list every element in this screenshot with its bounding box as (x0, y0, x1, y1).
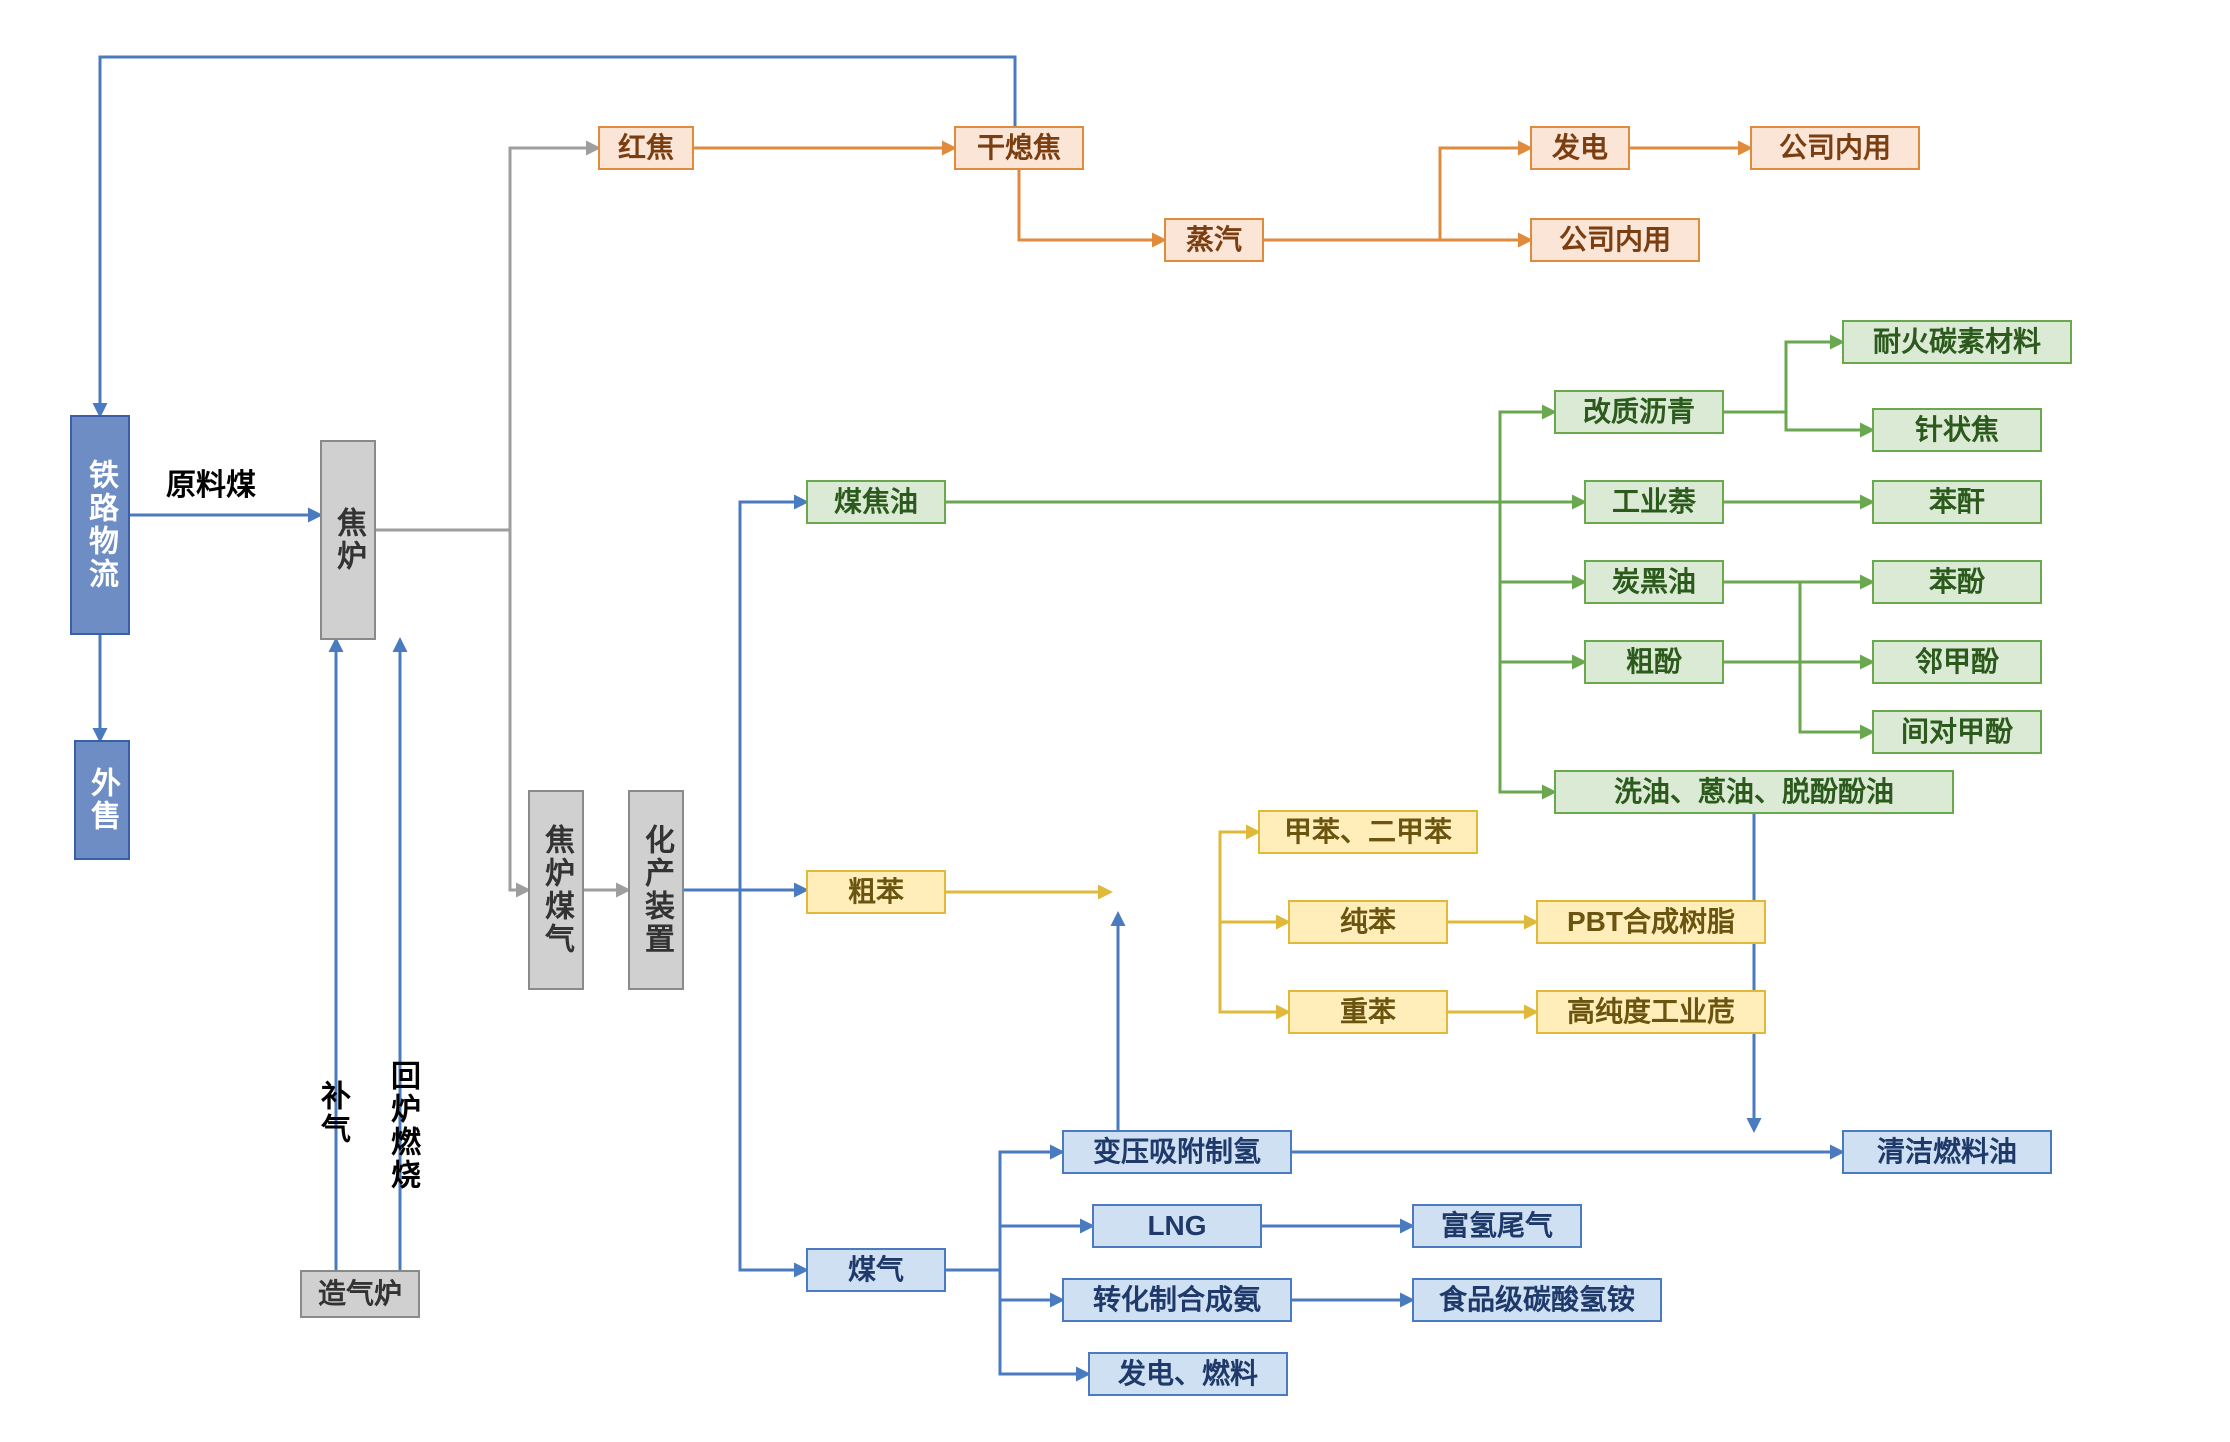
node-gzlq: 改质沥青 (1554, 390, 1724, 434)
node-byxf: 变压吸附制氢 (1062, 1130, 1292, 1174)
node-waishou: 外售 (74, 740, 130, 860)
node-gnn1: 公司内用 (1750, 126, 1920, 170)
node-bengan: 苯酐 (1872, 480, 2042, 524)
edge-13 (740, 890, 806, 1270)
node-benfen: 苯酚 (1872, 560, 2042, 604)
node-cuben: 粗苯 (806, 870, 946, 914)
node-zzj: 针状焦 (1872, 408, 2042, 452)
node-chunben: 纯苯 (1288, 900, 1448, 944)
edge-33 (1000, 1270, 1062, 1300)
node-ljf: 邻甲酚 (1872, 640, 2042, 684)
node-zhongben: 重苯 (1288, 990, 1448, 1034)
node-hczz: 化产装置 (628, 790, 684, 990)
node-gnn2: 公司内用 (1530, 218, 1700, 262)
node-fqwq: 富氢尾气 (1412, 1204, 1582, 1248)
node-rail: 铁路物流 (70, 415, 130, 635)
node-meiqi: 煤气 (806, 1248, 946, 1292)
node-cufen: 粗酚 (1584, 640, 1724, 684)
edge-26 (1220, 832, 1258, 892)
node-gcdgy: 高纯度工业苊 (1536, 990, 1766, 1034)
node-jiaolu: 焦炉 (320, 440, 376, 640)
edge-17 (1500, 582, 1584, 662)
node-gynai: 工业萘 (1584, 480, 1724, 524)
edge-18 (1500, 662, 1554, 792)
label-buqi: 补气 (310, 1080, 354, 1146)
node-nhts: 耐火碳素材料 (1842, 320, 2072, 364)
node-jbejb: 甲苯、二甲苯 (1258, 810, 1478, 854)
edge-2 (100, 57, 1015, 415)
edge-20 (1786, 412, 1872, 430)
edge-24 (1800, 582, 1872, 732)
edge-7 (1019, 170, 1164, 240)
node-spjtsh: 食品级碳酸氢铵 (1412, 1278, 1662, 1322)
edge-28 (1220, 922, 1288, 1012)
edge-11 (684, 502, 806, 890)
node-hongjiao: 红焦 (598, 126, 694, 170)
node-ganxijiao: 干熄焦 (954, 126, 1084, 170)
node-fdrl: 发电、燃料 (1088, 1352, 1288, 1396)
edge-8 (1264, 148, 1530, 240)
edge-14 (946, 412, 1554, 502)
node-fadian: 发电 (1530, 126, 1630, 170)
node-zhhc: 转化制合成氨 (1062, 1278, 1292, 1322)
edge-16 (1500, 502, 1584, 582)
edge-31 (946, 1152, 1062, 1270)
node-jlmq: 焦炉煤气 (528, 790, 584, 990)
node-zaoqilu: 造气炉 (300, 1270, 420, 1318)
label-yuanliaomei: 原料煤 (166, 460, 256, 504)
label-huilurs: 回炉燃烧 (380, 1060, 424, 1192)
node-lng: LNG (1092, 1204, 1262, 1248)
node-qjrly: 清洁燃料油 (1842, 1130, 2052, 1174)
edge-19 (1724, 342, 1842, 412)
edge-27 (1220, 892, 1288, 922)
node-jdjf: 间对甲酚 (1872, 710, 2042, 754)
node-zhengqi: 蒸汽 (1164, 218, 1264, 262)
edge-4 (510, 530, 528, 890)
node-xyay: 洗油、蒽油、脱酚酚油 (1554, 770, 1954, 814)
node-pbt: PBT合成树脂 (1536, 900, 1766, 944)
node-meijiaoyou: 煤焦油 (806, 480, 946, 524)
node-tanheiyou: 炭黑油 (1584, 560, 1724, 604)
edge-3 (376, 148, 598, 530)
